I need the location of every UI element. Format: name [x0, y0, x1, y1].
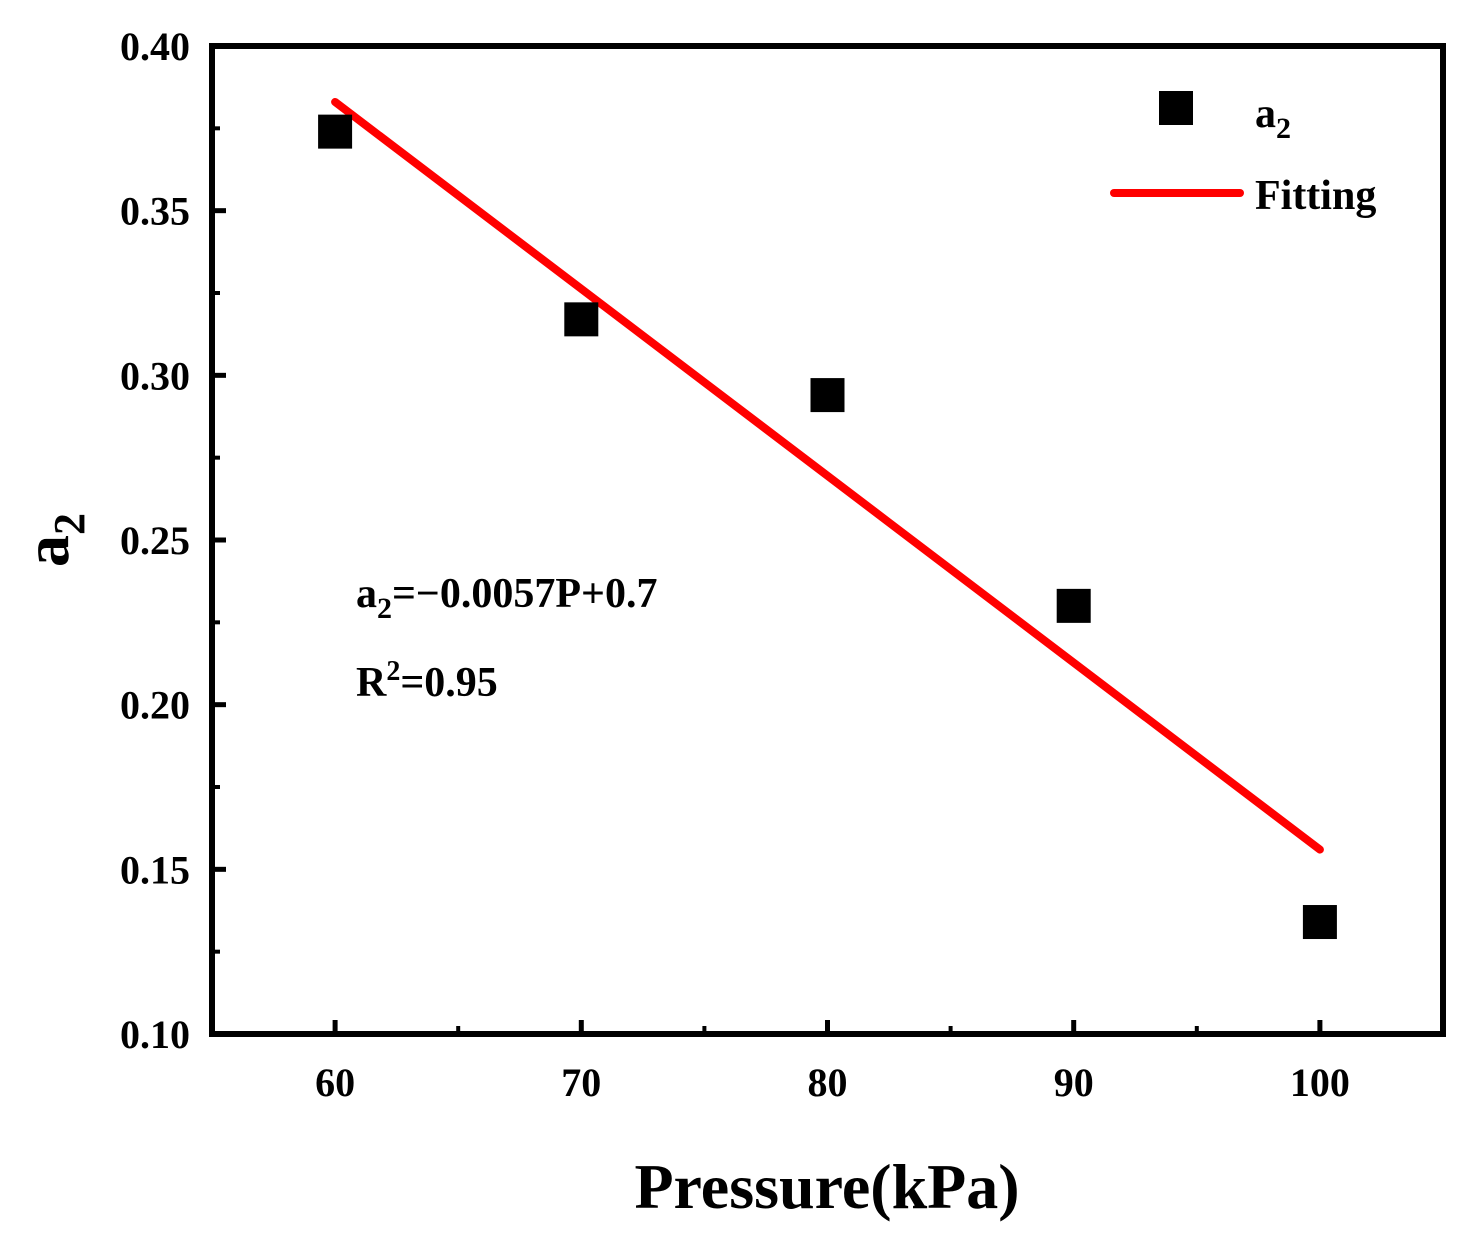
equation-annotation: a2=−0.0057P+0.7 [356, 571, 657, 625]
y-axis-ticks: 0.10 0.15 0.20 0.25 0.30 0.35 0.40 [120, 24, 226, 1057]
y-tick-label: 0.35 [120, 189, 190, 234]
legend-label-a2: a2 [1255, 91, 1291, 145]
x-tick-label: 90 [1054, 1060, 1094, 1105]
data-point [564, 302, 599, 337]
y-tick-label: 0.25 [120, 518, 190, 563]
x-tick-label: 60 [315, 1060, 355, 1105]
y-tick-label: 0.10 [120, 1012, 190, 1057]
legend: a2 Fitting [1110, 91, 1376, 219]
data-point [318, 114, 353, 149]
y-tick-label: 0.20 [120, 683, 190, 728]
x-axis-ticks: 60 70 80 90 100 [315, 1020, 1350, 1105]
data-point [1056, 588, 1091, 623]
y-axis-title: a2 [11, 513, 94, 567]
legend-label-fitting: Fitting [1255, 173, 1376, 219]
x-tick-label: 80 [808, 1060, 848, 1105]
y-tick-label: 0.40 [120, 24, 190, 69]
r-squared-annotation: R2=0.95 [356, 656, 498, 706]
x-tick-label: 100 [1290, 1060, 1350, 1105]
y-tick-label: 0.30 [120, 353, 190, 398]
data-point [1302, 905, 1337, 940]
fitting-line [331, 97, 1324, 854]
x-axis-title: Pressure(kPa) [634, 1151, 1019, 1222]
data-markers [318, 114, 1337, 940]
y-tick-label: 0.15 [120, 847, 190, 892]
x-tick-label: 70 [561, 1060, 601, 1105]
legend-marker-a2 [1159, 91, 1193, 125]
data-point [810, 378, 845, 413]
